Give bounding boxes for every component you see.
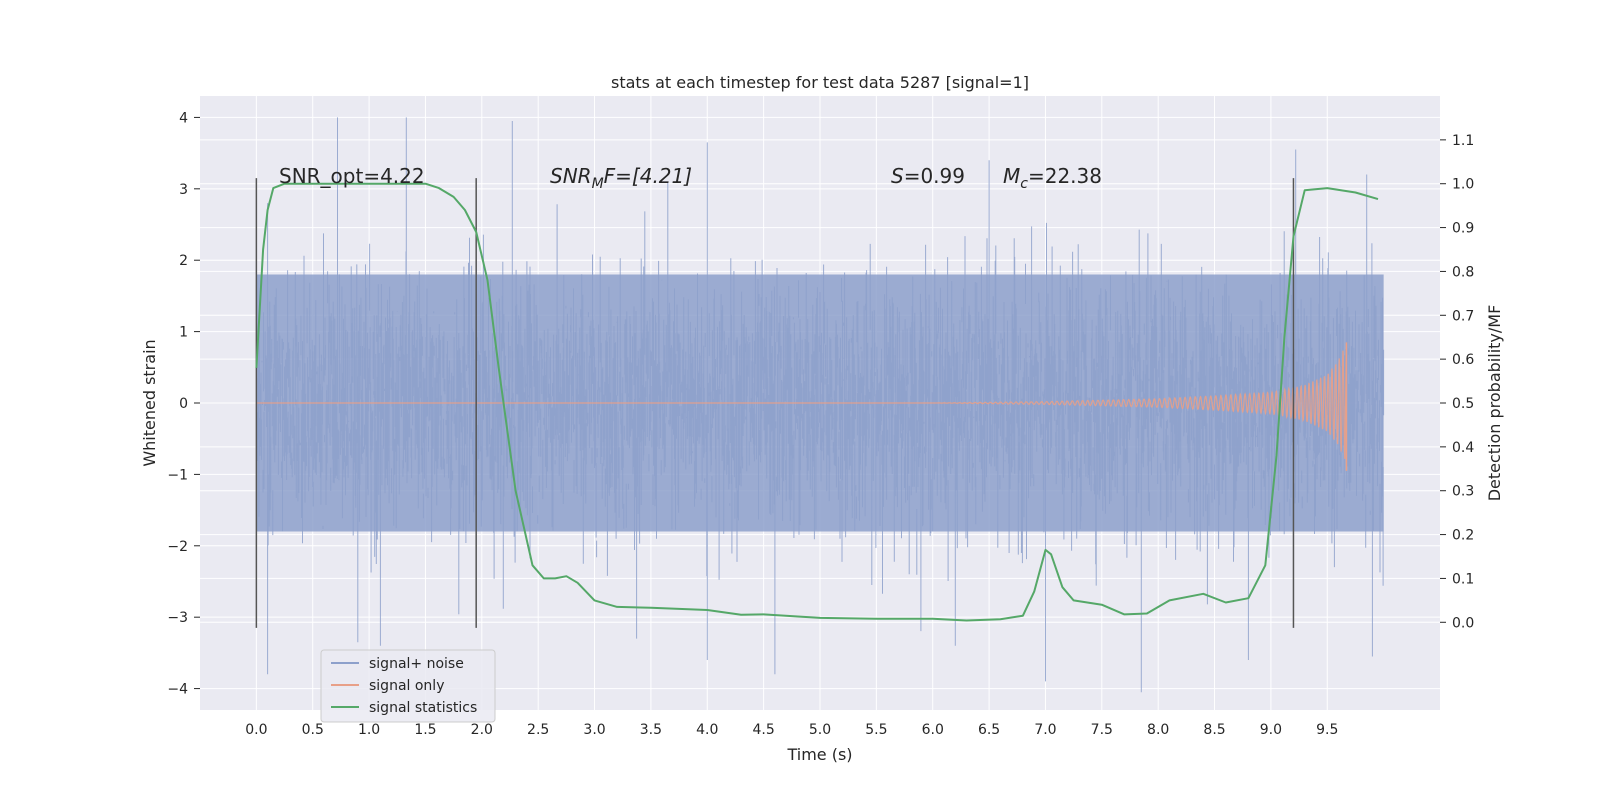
y2-tick-7: 0.4 — [1452, 440, 1474, 456]
y-tick-1: 3 — [179, 182, 188, 198]
y-tick-6: −2 — [167, 539, 188, 555]
annotation-snr-opt: SNR_opt=4.22 — [279, 164, 425, 188]
y-tick-2: 2 — [179, 253, 188, 269]
y2-axis-label: Detection probability/MF — [1485, 305, 1504, 502]
x-tick-2: 1.0 — [358, 722, 380, 738]
y-tick-4: 0 — [179, 396, 188, 412]
y2-tick-5: 0.6 — [1452, 352, 1474, 368]
annotation-snr-mf-rest: F=[4.21] — [604, 164, 692, 188]
legend: signal+ noise signal only signal statist… — [320, 649, 496, 723]
y-tick-8: −4 — [167, 682, 188, 698]
y2-tick-4: 0.7 — [1452, 308, 1474, 324]
x-tick-1: 0.5 — [302, 722, 324, 738]
x-tick-0: 0.0 — [245, 722, 267, 738]
x-tick-14: 7.0 — [1034, 722, 1056, 738]
annotation-snr-mf: SNRMF=[4.21] — [550, 164, 692, 192]
x-tick-4: 2.0 — [471, 722, 493, 738]
annotation-snr-mf-main: SNR — [550, 164, 592, 188]
x-tick-15: 7.5 — [1091, 722, 1113, 738]
x-tick-10: 5.0 — [809, 722, 831, 738]
x-tick-3: 1.5 — [414, 722, 436, 738]
annotation-snr-mf-sub: M — [592, 176, 604, 192]
x-tick-17: 8.5 — [1203, 722, 1225, 738]
x-tick-8: 4.0 — [696, 722, 718, 738]
legend-frame — [320, 649, 496, 723]
y2-tick-2: 0.9 — [1452, 221, 1474, 237]
y2-tick-3: 0.8 — [1452, 264, 1474, 280]
x-tick-7: 3.5 — [640, 722, 662, 738]
y2-tick-9: 0.2 — [1452, 528, 1474, 544]
window-markers — [255, 178, 1295, 628]
y-tick-labels: 4 3 2 1 0 −1 −2 −3 −4 — [167, 110, 200, 698]
legend-label-signal-statistics: signal statistics — [369, 700, 477, 716]
x-axis-label: Time (s) — [786, 745, 852, 764]
y2-tick-0: 1.1 — [1452, 133, 1474, 149]
x-tick-13: 6.5 — [978, 722, 1000, 738]
annotation-mc-rest: =22.38 — [1028, 164, 1102, 188]
chart-title: stats at each timestep for test data 528… — [611, 73, 1029, 92]
y-axis-label: Whitened strain — [140, 339, 159, 466]
x-tick-16: 8.0 — [1147, 722, 1169, 738]
series-signal-statistics — [255, 182, 1379, 622]
signal-only-line — [256, 343, 1347, 459]
annotation-mc-main: M — [1003, 164, 1020, 188]
annotation-s-main: S — [891, 164, 904, 188]
y2-tick-8: 0.3 — [1452, 484, 1474, 500]
annotation-s-rest: =0.99 — [904, 164, 965, 188]
x-tick-18: 9.0 — [1260, 722, 1282, 738]
x-tick-5: 2.5 — [527, 722, 549, 738]
legend-label-signal-noise: signal+ noise — [369, 656, 464, 672]
y2-tick-6: 0.5 — [1452, 396, 1474, 412]
y-tick-7: −3 — [167, 610, 188, 626]
signal-statistics-line — [255, 182, 1379, 622]
annotation-mc-sub: c — [1020, 176, 1028, 192]
y2-tick-11: 0.0 — [1452, 615, 1474, 631]
x-tick-9: 4.5 — [753, 722, 775, 738]
x-tick-labels: 0.0 0.5 1.0 1.5 2.0 2.5 3.0 3.5 4.0 4.5 5.0 5.5 6.0 6… — [245, 722, 1338, 738]
y-tick-3: 1 — [179, 325, 188, 341]
x-tick-12: 6.0 — [922, 722, 944, 738]
y-tick-0: 4 — [179, 110, 188, 126]
y2-tick-1: 1.0 — [1452, 177, 1474, 193]
y2-tick-10: 0.1 — [1452, 571, 1474, 587]
x-tick-19: 9.5 — [1316, 722, 1338, 738]
y2-tick-labels: 1.1 1.0 0.9 0.8 0.7 0.6 0.5 0.4 0.3 0.2 0.1 0.0 — [1440, 133, 1474, 631]
x-tick-11: 5.5 — [865, 722, 887, 738]
annotation-s: S=0.99 — [891, 164, 965, 188]
series-signal-only — [256, 342, 1348, 471]
y-tick-5: −1 — [167, 467, 188, 483]
legend-label-signal-only: signal only — [369, 678, 444, 694]
x-tick-6: 3.0 — [583, 722, 605, 738]
annotation-mc: Mc=22.38 — [1003, 164, 1102, 192]
